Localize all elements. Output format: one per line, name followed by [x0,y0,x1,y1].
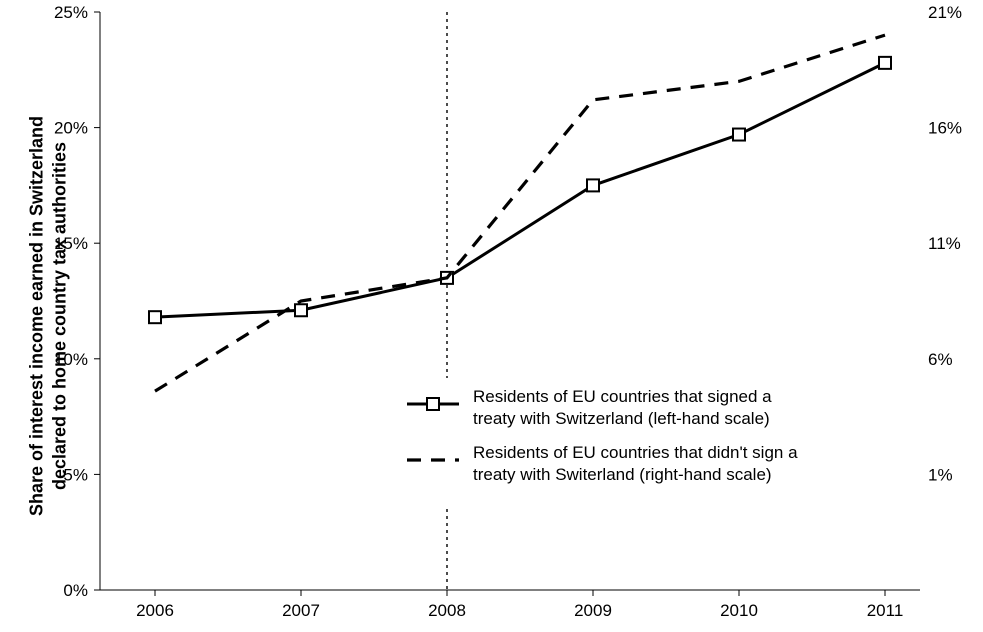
x-tick-label: 2010 [720,601,758,620]
y-right-tick-label: 6% [928,350,953,369]
series-marker-signed [879,57,891,69]
series-marker-signed [295,304,307,316]
y-left-tick-label: 0% [63,581,88,600]
x-tick-label: 2007 [282,601,320,620]
series-marker-signed [733,129,745,141]
legend-label: Residents of EU countries that signed a [473,387,772,406]
y-right-tick-label: 21% [928,3,962,22]
legend-label: Residents of EU countries that didn't si… [473,443,798,462]
series-marker-signed [149,311,161,323]
legend-label: treaty with Switzerland (left-hand scale… [473,409,770,428]
series-line-not_signed [155,35,885,391]
y-axis-title-line2: declared to home country tax authorities [49,142,69,490]
y-axis-title: Share of interest income earned in Switz… [26,116,71,516]
chart-svg: 0%5%10%15%20%25%1%6%11%16%21%20062007200… [0,0,983,632]
series-marker-signed [587,179,599,191]
x-tick-label: 2009 [574,601,612,620]
x-tick-label: 2011 [867,601,904,620]
legend: Residents of EU countries that signed a t… [395,378,875,508]
y-left-tick-label: 25% [54,3,88,22]
chart-container: Share of interest income earned in Switz… [0,0,983,632]
y-right-tick-label: 16% [928,119,962,138]
y-axis-title-line1: Share of interest income earned in Switz… [27,116,47,516]
x-tick-label: 2008 [428,601,466,620]
y-right-tick-label: 1% [928,465,953,484]
legend-label: treaty with Switerland (right-hand scale… [473,465,772,484]
x-tick-label: 2006 [136,601,174,620]
y-right-tick-label: 11% [928,234,961,253]
